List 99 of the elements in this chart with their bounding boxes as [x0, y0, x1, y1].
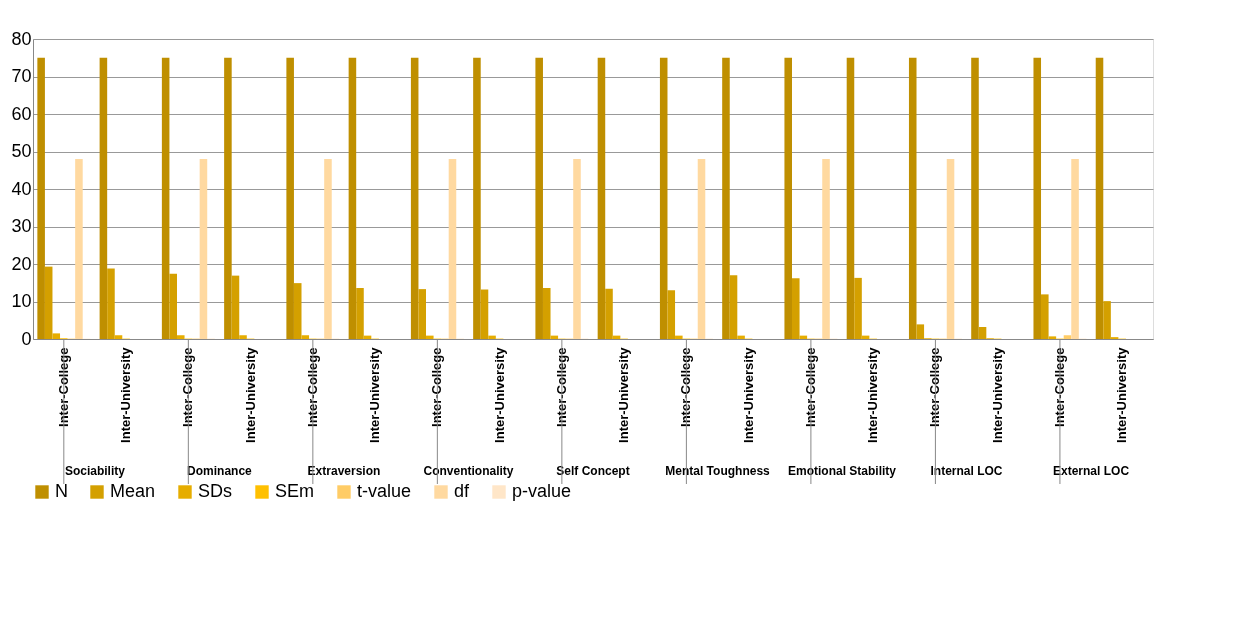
x-tick-label: Inter-University — [616, 346, 632, 443]
text: Sociability — [64, 464, 126, 478]
bar — [99, 57, 108, 339]
x-tick-label: Inter-College — [429, 347, 445, 427]
bar — [1048, 336, 1057, 339]
x-tick-label: Inter-College — [304, 347, 320, 427]
bar — [667, 290, 676, 339]
bar — [301, 335, 310, 339]
bar — [542, 288, 551, 339]
bar — [448, 159, 457, 339]
bar — [535, 57, 543, 339]
legend-label: t-value — [357, 481, 412, 501]
bar — [908, 57, 917, 339]
bar — [286, 57, 294, 339]
x-tick-label: Inter-University — [491, 346, 507, 443]
x-tick-label: Inter-College — [678, 347, 694, 427]
text: External LOC — [1053, 464, 1130, 478]
bar — [176, 335, 185, 339]
y-tick-label: 0 — [21, 328, 32, 349]
bar — [1041, 294, 1049, 339]
bar — [37, 57, 45, 339]
bar — [324, 159, 332, 339]
bar — [605, 288, 613, 339]
bar — [293, 283, 302, 339]
x-tick-label: Inter-College — [553, 347, 569, 427]
bar — [854, 277, 862, 339]
bar — [1095, 57, 1104, 339]
text: Emotional Stability — [788, 464, 897, 478]
x-tick-label: Inter-College — [1051, 347, 1067, 427]
bar — [161, 57, 170, 339]
y-tick-label: 10 — [11, 291, 32, 311]
legend-label: N — [55, 481, 68, 501]
x-tick-label: Inter-University — [1114, 346, 1130, 443]
bar — [722, 57, 730, 339]
bar — [1063, 335, 1072, 339]
bar — [916, 324, 925, 339]
bar — [1071, 159, 1079, 339]
bar — [675, 335, 683, 339]
y-tick-label: 30 — [11, 216, 32, 236]
y-tick-label: 60 — [11, 103, 32, 124]
x-tick-label: Inter-College — [55, 347, 71, 427]
legend-label: p-value — [512, 481, 572, 501]
legend-label: SEm — [275, 481, 315, 501]
legend-label: Mean — [110, 481, 156, 501]
bar — [573, 159, 581, 339]
y-tick-label: 40 — [11, 178, 32, 199]
bar — [52, 333, 61, 339]
bar — [597, 57, 606, 339]
bar — [239, 335, 247, 339]
x-tick-label: Inter-College — [180, 347, 196, 427]
bar — [729, 275, 738, 339]
bar — [480, 289, 489, 339]
legend-label: df — [454, 481, 471, 501]
bar — [971, 57, 979, 339]
bar — [488, 335, 496, 339]
text: Self Concept — [556, 464, 630, 478]
bar — [697, 159, 706, 339]
bar — [44, 266, 53, 339]
y-tick-label: 70 — [11, 66, 32, 86]
x-tick-label: Inter-University — [118, 346, 134, 443]
text: Mental Toughness — [665, 464, 771, 478]
bar — [784, 57, 792, 339]
bar — [348, 57, 357, 339]
y-tick-label: 50 — [11, 141, 32, 161]
bar — [846, 57, 855, 339]
bar — [224, 57, 232, 339]
x-tick-label: Inter-University — [989, 346, 1005, 443]
bar — [426, 335, 434, 339]
bar — [1103, 301, 1111, 339]
bar — [792, 278, 800, 339]
bar — [199, 159, 208, 339]
x-tick-label: Inter-College — [927, 347, 943, 427]
bar — [169, 273, 177, 339]
x-tick-label: Inter-University — [865, 346, 881, 443]
bar — [231, 275, 240, 339]
bar — [114, 335, 123, 339]
text: Internal LOC — [930, 464, 1003, 478]
bar — [978, 327, 987, 339]
bar — [418, 289, 427, 339]
y-tick-label: 20 — [11, 253, 32, 274]
text: Extraversion — [307, 464, 381, 478]
text: Dominance — [187, 464, 253, 478]
bar — [822, 159, 830, 339]
bar — [946, 159, 955, 339]
y-tick-label: 80 — [11, 28, 32, 49]
x-tick-label: Inter-University — [740, 346, 756, 443]
bar — [356, 288, 364, 339]
bar — [410, 57, 419, 339]
bar — [107, 268, 115, 339]
x-tick-label: Inter-University — [367, 346, 383, 443]
text: Conventionality — [423, 464, 514, 478]
bar — [659, 57, 668, 339]
legend-label: SDs — [198, 481, 233, 501]
bar — [473, 57, 481, 339]
bar — [737, 335, 745, 339]
x-tick-label: Inter-University — [242, 346, 258, 443]
x-tick-label: Inter-College — [802, 347, 818, 427]
bar — [75, 159, 83, 339]
bar — [1033, 57, 1042, 339]
